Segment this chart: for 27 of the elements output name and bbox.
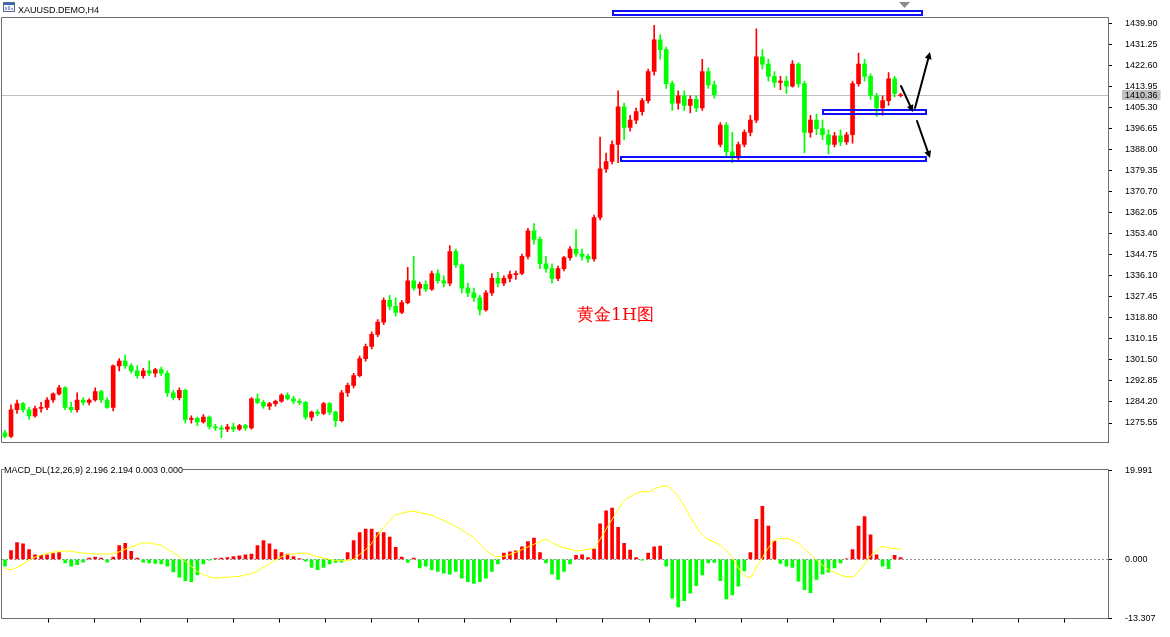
y-tick-label: 1379.35 xyxy=(1125,164,1158,175)
y-tick-label: 1284.20 xyxy=(1125,396,1158,407)
y-tick-label: 1275.55 xyxy=(1125,417,1158,428)
y-tick-label: 1439.90 xyxy=(1125,17,1158,28)
y-tick-label: 1388.00 xyxy=(1125,143,1158,154)
y-tick-label: 19.991 xyxy=(1125,464,1153,475)
y-tick-label: 1301.50 xyxy=(1125,354,1158,365)
y-tick-label: 1344.75 xyxy=(1125,249,1158,260)
y-tick-label: 1336.10 xyxy=(1125,270,1158,281)
y-tick-label: -13.307 xyxy=(1125,613,1156,624)
y-tick-label: 1310.15 xyxy=(1125,333,1158,344)
y-tick-label: 1422.60 xyxy=(1125,59,1158,70)
ref-line-label: 1410.36 xyxy=(1125,89,1158,100)
y-tick-label: 1370.70 xyxy=(1125,185,1158,196)
y-tick-label: 1362.05 xyxy=(1125,206,1158,217)
chart-title: XAUUSD.DEMO,H4 xyxy=(18,5,100,15)
y-tick-label: 1405.30 xyxy=(1125,101,1158,112)
y-tick-label: 1431.25 xyxy=(1125,38,1158,49)
y-tick-label: 1353.40 xyxy=(1125,228,1158,239)
y-tick-label: 1327.45 xyxy=(1125,291,1158,302)
y-tick-label: 1292.85 xyxy=(1125,375,1158,386)
y-tick-label: 1413.95 xyxy=(1125,80,1158,91)
annotation: 黄金1H图 xyxy=(577,303,654,324)
y-tick-label: 1396.65 xyxy=(1125,122,1158,133)
chart-title: MACD_DL(12,26,9) 2.196 2.194 0.003 0.000 xyxy=(4,465,184,475)
y-tick-label: 1318.80 xyxy=(1125,312,1158,323)
y-tick-label: 0.000 xyxy=(1125,553,1148,564)
